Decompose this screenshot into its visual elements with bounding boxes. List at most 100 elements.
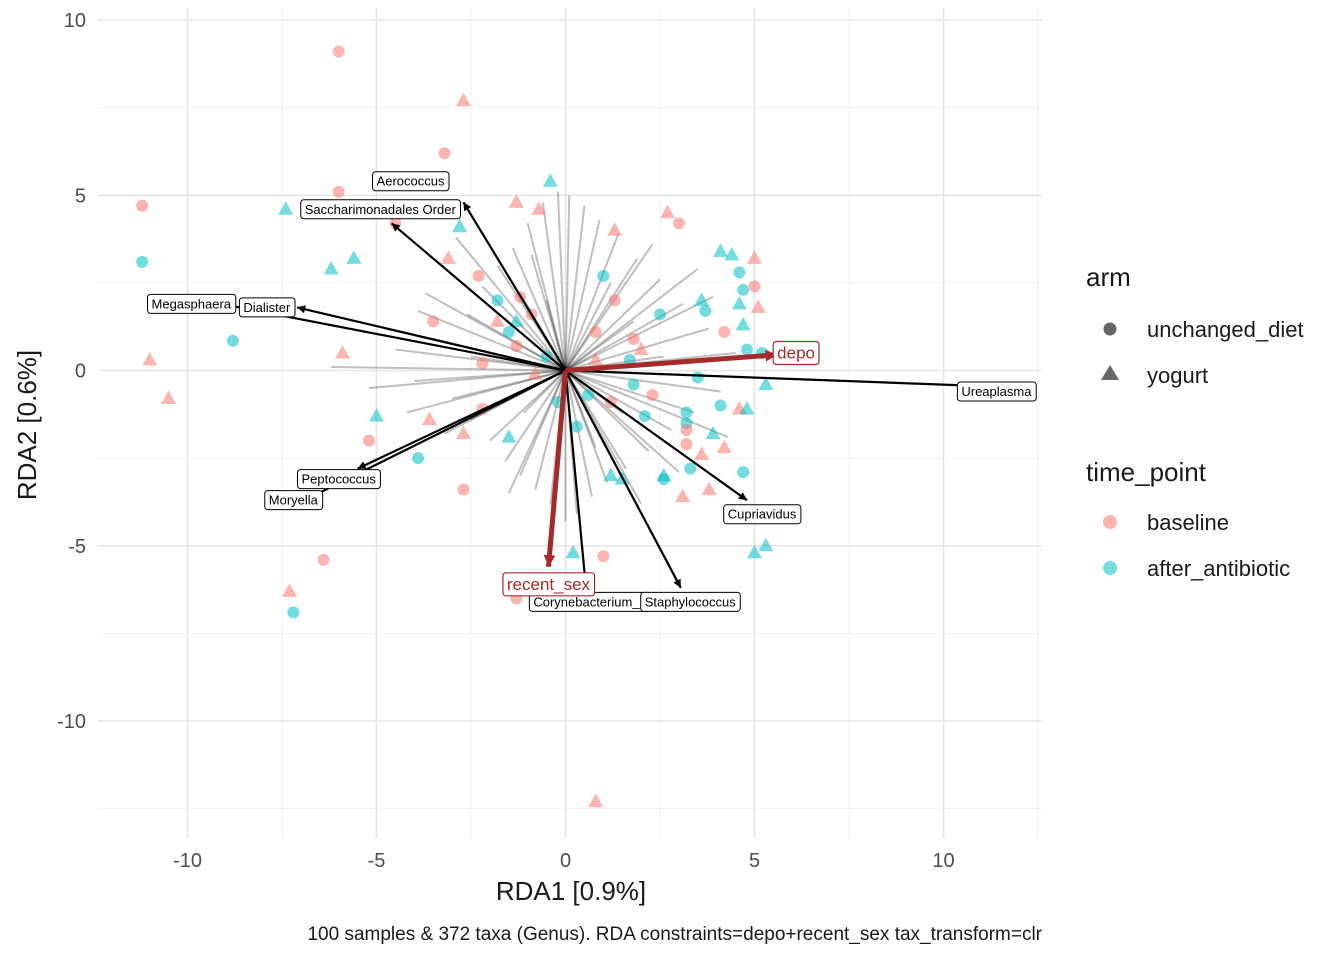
sample-point-triangle [660,204,676,219]
sample-point-triangle [716,439,732,454]
sample-point-circle [438,147,451,160]
taxon-label: Cupriavidus [723,504,802,525]
y-tick-label: 5 [75,185,86,207]
constraint-arrow-shaft [565,352,778,373]
taxon-label: Moryella [264,490,324,511]
sample-point-triangle [452,218,468,233]
sample-point-circle [654,308,666,321]
taxon-arrow [564,369,748,502]
y-tick-label: -10 [57,711,86,733]
constraint-arrow [565,349,778,373]
sample-point-circle [657,473,670,486]
constraint-label: recent_sex [502,572,596,597]
sample-point-circle [136,199,149,212]
sample-point-circle [638,410,651,423]
sample-point-triangle [323,260,339,275]
sample-point-circle [608,294,621,307]
sample-point-triangle [705,425,721,440]
sample-point-circle [582,389,595,402]
loading-line [564,257,639,372]
taxon-label-text: Megasphaera [152,296,232,311]
sample-point-circle [491,294,504,307]
sample-point-triangle [694,446,710,461]
sample-point-triangle [731,295,747,310]
sample-point-circle [627,332,640,345]
sample-point-triangle [508,194,524,208]
sample-point-circle [740,343,753,356]
loading-line [565,369,721,393]
sample-point-circle [597,550,610,563]
loading-line [564,282,612,371]
loading-line [564,219,601,371]
constraint-labels: depo recent_sex [502,340,820,597]
sample-point-triangle [282,583,298,597]
sample-point-circle [737,283,750,296]
taxa-labels: Aerococcus Saccharimonadales Order Megasph… [147,171,1037,612]
sample-point-triangle [607,222,623,236]
sample-point-triangle [508,313,524,327]
loading-line [564,369,650,452]
legend-arm: arm unchanged_diet yogurt [1086,262,1304,388]
taxon-label: Aerococcus [372,171,450,192]
sample-point-triangle [750,299,766,313]
sample-point-circle [226,334,239,347]
sample-point-circle [680,406,693,419]
sample-point-triangle [455,92,471,107]
y-tick-label: 10 [64,10,86,32]
taxon-label-box [640,591,741,612]
x-tick-label: -10 [173,850,202,872]
loading-line [564,369,627,470]
sample-point-triangle [142,351,158,366]
taxon-label-box [723,504,802,525]
legend-time-point-label-after-antibiotic: after_antibiotic [1147,556,1290,581]
sample-point-triangle [588,793,604,808]
sample-point-triangle [565,544,581,559]
loading-line [504,369,567,463]
sample-point-triangle [501,429,517,443]
sample-point-triangle [588,351,604,366]
taxon-label: Megasphaera [147,293,237,314]
sample-point-triangle [735,316,751,331]
loading-line [526,223,567,371]
taxon-label: Corynebacterium_1 [528,591,652,612]
taxon-label: Staphylococcus [640,591,741,612]
taxon-arrow-shaft [564,369,682,589]
loading-line [564,205,586,371]
loading-line [530,254,567,371]
sample-point-circle [680,424,693,437]
loading-line [545,300,567,371]
sample-point-triangle [527,366,543,380]
sample-point-circle [510,339,523,352]
taxon-label-box [296,469,381,490]
legend-triangle-symbol [1101,365,1119,380]
sample-point-triangle [421,411,437,426]
taxon-label: Saccharimonadales Order [300,199,461,220]
loading-line [417,309,566,372]
sample-point-triangle [161,390,177,405]
sample-point-circle [733,266,746,279]
constraint-arrow [543,370,568,567]
legend-time-point-title: time_point [1086,457,1207,487]
loading-line [414,369,566,383]
sample-point-triangle [334,344,350,359]
legend-after-antibiotic-swatch [1103,561,1117,575]
loading-line [519,370,567,477]
sample-point-circle [317,553,330,566]
taxon-arrow-head [463,202,472,212]
x-tick-label: 0 [560,850,571,872]
legend-arm-label-yogurt: yogurt [1147,363,1208,388]
constraint-label-box [502,572,596,597]
taxon-label-box [147,293,237,314]
sample-point-circle [691,371,704,384]
sample-point-circle [680,438,693,451]
sample-point-circle [362,434,375,447]
taxon-label-text: Corynebacterium_1 [533,594,646,609]
sample-point-triangle [758,537,774,552]
sample-point-circle [646,389,659,402]
constraint-label-text: recent_sex [507,575,591,594]
sample-point-triangle [542,173,558,187]
legend-circle-symbol [1103,322,1117,336]
sample-point-triangle [758,376,774,391]
sample-point-circle [332,45,345,58]
